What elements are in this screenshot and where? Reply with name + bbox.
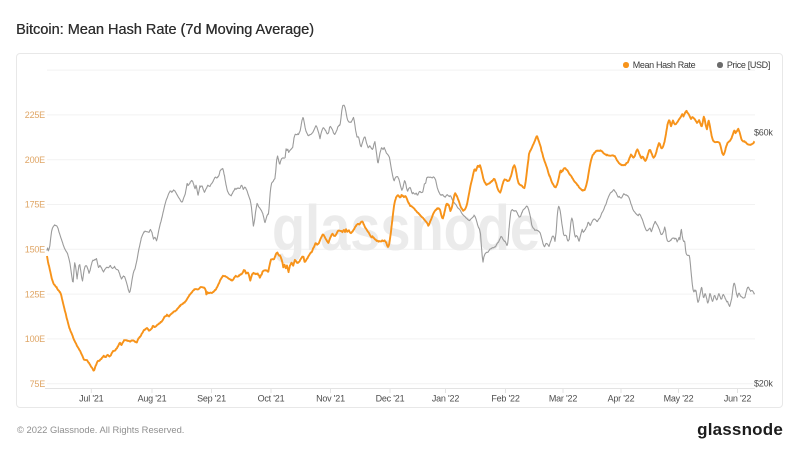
svg-text:glassnode: glassnode [272, 192, 540, 264]
svg-text:Feb '22: Feb '22 [491, 393, 520, 403]
svg-text:Jul '21: Jul '21 [79, 393, 104, 403]
svg-text:75E: 75E [30, 379, 46, 389]
svg-text:$60k: $60k [754, 128, 773, 138]
svg-text:Apr '22: Apr '22 [608, 393, 635, 403]
svg-text:Mar '22: Mar '22 [549, 393, 578, 403]
svg-text:150E: 150E [25, 245, 45, 255]
svg-text:Oct '21: Oct '21 [258, 393, 285, 403]
svg-text:$20k: $20k [754, 378, 773, 388]
svg-text:Dec '21: Dec '21 [376, 393, 405, 403]
svg-text:Sep '21: Sep '21 [197, 393, 226, 403]
svg-text:Jan '22: Jan '22 [432, 393, 460, 403]
svg-text:200E: 200E [25, 155, 45, 165]
svg-text:125E: 125E [25, 289, 45, 299]
svg-text:225E: 225E [25, 110, 45, 120]
svg-text:Nov '21: Nov '21 [316, 393, 345, 403]
svg-text:May '22: May '22 [664, 393, 694, 403]
svg-text:100E: 100E [25, 334, 45, 344]
svg-text:175E: 175E [25, 200, 45, 210]
svg-text:Aug '21: Aug '21 [138, 393, 167, 403]
svg-text:Jun '22: Jun '22 [724, 393, 752, 403]
